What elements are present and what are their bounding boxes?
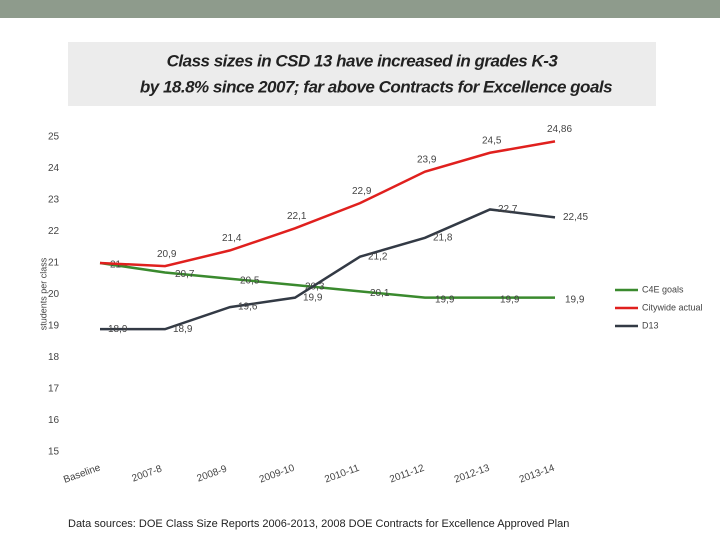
data-label: 19,9	[435, 294, 455, 305]
data-label: 18,9	[108, 324, 128, 335]
source-note: Data sources: DOE Class Size Reports 200…	[68, 518, 569, 530]
y-tick-label: 25	[48, 132, 60, 143]
x-tick-label: 2007-8	[131, 463, 164, 484]
data-label: 22,7	[498, 204, 518, 215]
x-tick-label: 2011-12	[388, 463, 426, 486]
y-tick-label: 21	[48, 258, 60, 269]
y-tick-label: 19	[48, 321, 60, 332]
data-label: 19,9	[500, 294, 520, 305]
series-line	[99, 261, 555, 299]
y-tick-label: 23	[48, 195, 60, 206]
y-tick-label: 17	[48, 384, 60, 395]
x-tick-label: 2009-10	[258, 463, 297, 486]
x-tick-label: 2010-11	[323, 463, 361, 486]
data-label: 21,8	[433, 232, 453, 243]
legend-label: D13	[642, 320, 659, 330]
data-label: 23,9	[417, 154, 437, 165]
data-label: 18,9	[173, 324, 193, 335]
y-tick-label: 18	[48, 352, 60, 363]
data-label: 20,9	[157, 249, 177, 260]
data-label: 21,2	[368, 251, 388, 262]
series-line	[100, 208, 556, 331]
title-box	[68, 42, 656, 106]
data-label: 22,1	[287, 211, 307, 222]
data-label: 22,9	[352, 186, 372, 197]
y-axis-label: students per class	[38, 257, 48, 330]
x-tick-label: 2013-14	[518, 463, 557, 486]
chart-title: Class sizes in CSD 13 have increased in …	[167, 51, 559, 70]
y-tick-label: 20	[48, 289, 60, 300]
chart-title: by 18.8% since 2007; far above Contracts…	[140, 77, 612, 96]
y-tick-label: 15	[48, 447, 60, 458]
data-label: 20,1	[370, 288, 390, 299]
data-label: 24,5	[482, 135, 502, 146]
legend-label: Citywide actual	[642, 302, 703, 312]
data-label: 19,9	[303, 292, 323, 303]
data-label: 19,9	[565, 294, 585, 305]
x-tick-label: 2012-13	[453, 463, 492, 486]
data-label: 24,86	[547, 124, 572, 135]
data-label: 20,7	[175, 269, 195, 280]
x-tick-label: 2008-9	[196, 463, 229, 484]
top-bar	[0, 0, 720, 18]
data-label: 21	[110, 260, 122, 271]
data-label: 20,5	[240, 275, 260, 286]
y-tick-label: 24	[48, 163, 60, 174]
legend-label: C4E goals	[642, 284, 684, 294]
y-tick-label: 16	[48, 415, 60, 426]
x-tick-label: Baseline	[62, 462, 102, 486]
data-label: 21,4	[222, 233, 242, 244]
data-label: 19,6	[238, 302, 258, 313]
y-tick-label: 22	[48, 226, 60, 237]
series-line	[99, 140, 556, 268]
data-label: 20,3	[305, 282, 325, 293]
data-label: 22,45	[563, 212, 588, 223]
